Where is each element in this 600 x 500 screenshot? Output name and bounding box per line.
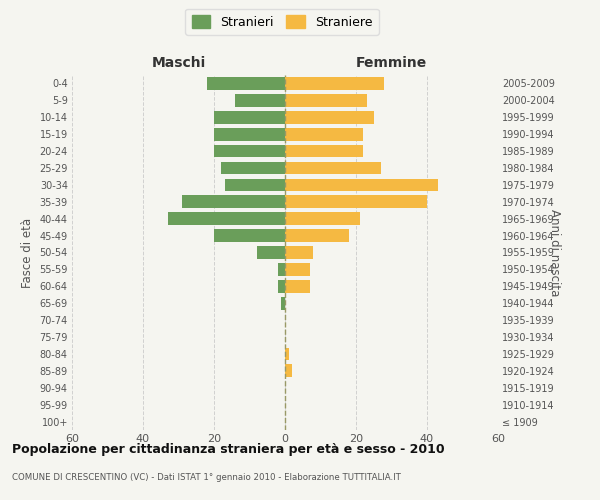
Bar [285,162,381,174]
Bar [224,178,285,191]
Bar [214,128,285,140]
Text: Femmine: Femmine [356,56,427,70]
Text: Popolazione per cittadinanza straniera per età e sesso - 2010: Popolazione per cittadinanza straniera p… [12,442,445,456]
Bar [214,230,285,242]
Bar [207,77,285,90]
Bar [285,128,363,140]
Bar [285,280,310,292]
Y-axis label: Fasce di età: Fasce di età [21,218,34,288]
Bar [278,263,285,276]
Bar [257,246,285,259]
Legend: Stranieri, Straniere: Stranieri, Straniere [185,8,379,35]
Y-axis label: Anni di nascita: Anni di nascita [548,209,560,296]
Bar [285,77,385,90]
Bar [285,230,349,242]
Bar [285,212,359,225]
Bar [221,162,285,174]
Bar [285,178,437,191]
Bar [285,364,292,377]
Bar [285,246,313,259]
Bar [182,196,285,208]
Bar [214,144,285,158]
Text: Maschi: Maschi [151,56,206,70]
Bar [278,280,285,292]
Bar [285,263,310,276]
Bar [235,94,285,106]
Text: COMUNE DI CRESCENTINO (VC) - Dati ISTAT 1° gennaio 2010 - Elaborazione TUTTITALI: COMUNE DI CRESCENTINO (VC) - Dati ISTAT … [12,472,401,482]
Bar [168,212,285,225]
Bar [281,297,285,310]
Bar [285,111,374,124]
Bar [214,111,285,124]
Bar [285,348,289,360]
Bar [285,196,427,208]
Bar [285,94,367,106]
Bar [285,144,363,158]
